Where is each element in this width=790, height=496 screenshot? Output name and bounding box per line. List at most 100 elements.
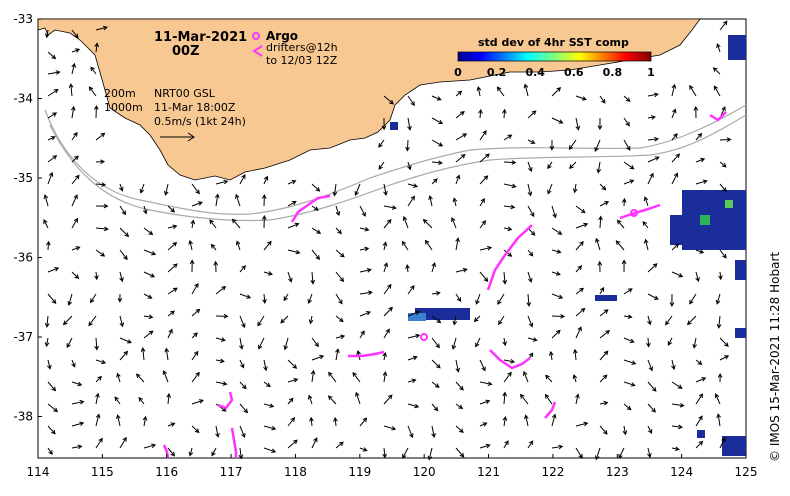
current-vector-arrow	[455, 111, 465, 119]
current-vector-arrow	[47, 89, 59, 97]
current-vector-arrow	[479, 399, 491, 405]
current-vector-arrow	[143, 314, 154, 320]
current-vector-arrow	[719, 355, 730, 361]
current-vector-arrow	[719, 161, 727, 168]
current-vector-arrow	[503, 160, 517, 165]
current-vector-arrow	[67, 293, 73, 307]
current-vector-arrow	[166, 392, 172, 405]
current-vector-arrow	[95, 375, 103, 383]
drifter-track	[486, 224, 533, 291]
current-vector-arrow	[551, 444, 564, 450]
current-vector-arrow	[215, 313, 229, 319]
current-vector-arrow	[119, 337, 132, 344]
current-vector-arrow	[335, 249, 345, 258]
current-vector-arrow	[623, 314, 633, 319]
x-tick-label: 114	[27, 465, 50, 479]
current-vector-arrow	[263, 447, 277, 453]
current-vector-arrow	[496, 86, 505, 97]
current-vector-arrow	[47, 51, 57, 60]
current-vector-arrow	[407, 355, 418, 361]
current-vector-arrow	[451, 217, 457, 229]
current-vector-arrow	[263, 175, 269, 185]
current-vector-arrow	[569, 161, 577, 169]
drifter-track	[162, 444, 170, 459]
current-vector-arrow	[692, 337, 698, 349]
current-vector-arrow	[88, 86, 97, 97]
current-vector-arrow	[594, 139, 601, 152]
current-vector-arrow	[190, 219, 196, 229]
current-vector-arrow	[327, 395, 337, 405]
current-vector-arrow	[452, 197, 458, 207]
current-vector-arrow	[167, 422, 176, 427]
current-vector-arrow	[95, 25, 108, 31]
y-tick-label: -34	[13, 92, 33, 106]
current-vector-arrow	[575, 447, 583, 459]
current-vector-arrow	[383, 394, 393, 405]
colorbar-tick-label: 1	[647, 66, 655, 79]
current-vector-arrow	[623, 403, 632, 411]
current-vector-arrow	[599, 425, 608, 435]
current-vector-arrow	[191, 183, 200, 195]
current-vector-arrow	[191, 350, 199, 361]
drifter-legend-icon	[252, 45, 263, 57]
current-vector-arrow	[527, 161, 533, 173]
map-title-date: 11-Mar-2021	[154, 30, 247, 45]
current-vector-arrow	[503, 183, 517, 189]
current-vector-arrow	[623, 117, 630, 127]
credit-label: © IMOS 15-Mar-2021 11:28 Hobart	[768, 251, 782, 462]
current-vector-arrow	[568, 139, 577, 151]
current-vector-arrow	[716, 43, 721, 53]
current-vector-arrow	[71, 246, 81, 251]
current-vector-arrow	[527, 315, 534, 328]
current-vector-arrow	[215, 337, 226, 342]
current-vector-arrow	[695, 393, 704, 405]
current-vector-arrow	[44, 337, 50, 348]
current-vector-arrow	[354, 183, 361, 197]
current-vector-arrow	[71, 155, 79, 163]
current-vector-arrow	[424, 239, 433, 251]
current-vector-arrow	[95, 182, 107, 187]
x-tick-label: 123	[606, 465, 629, 479]
colorbar-tick-label: 0	[454, 66, 462, 79]
current-vector-arrow	[544, 393, 553, 405]
current-vector-arrow	[551, 314, 566, 319]
current-vector-arrow	[359, 246, 370, 252]
current-vector-arrow	[215, 285, 227, 295]
current-vector-arrow	[615, 240, 625, 251]
current-vector-arrow	[162, 369, 169, 383]
current-vector-arrow	[551, 271, 561, 276]
current-vector-arrow	[527, 110, 537, 119]
current-vector-arrow	[717, 372, 723, 383]
current-vector-arrow	[716, 315, 722, 329]
current-vector-arrow	[621, 259, 627, 273]
current-vector-arrow	[239, 359, 245, 369]
current-vector-arrow	[215, 358, 225, 364]
y-tick-label: -36	[13, 251, 33, 265]
current-vector-arrow	[503, 371, 512, 383]
current-vector-arrow	[383, 306, 393, 317]
current-vector-arrow	[479, 220, 487, 229]
current-vector-arrow	[502, 108, 507, 119]
current-vector-arrow	[647, 403, 656, 413]
current-vector-arrow	[167, 205, 176, 213]
current-vector-arrow	[431, 178, 438, 185]
contour-1000m-label: 1000m	[104, 101, 143, 114]
current-vector-arrow	[695, 179, 708, 185]
current-vector-arrow	[71, 174, 80, 185]
current-vector-arrow	[262, 293, 267, 304]
x-tick-label: 125	[735, 465, 758, 479]
current-vector-arrow	[431, 425, 436, 439]
current-vector-arrow	[88, 315, 97, 327]
current-vector-arrow	[407, 333, 421, 339]
current-vector-arrow	[572, 348, 578, 361]
current-vector-arrow	[214, 193, 220, 207]
x-axis: 114 115 116 117 118 119 120 121 122 123 124 125	[27, 454, 758, 479]
current-vector-arrow	[142, 415, 148, 427]
current-vector-arrow	[551, 117, 564, 124]
current-vector-arrow	[695, 132, 703, 141]
current-vector-arrow	[71, 381, 83, 387]
colorbar-ticks: 0 0.2 0.4 0.6 0.8 1	[454, 66, 655, 79]
current-vector-arrow	[383, 205, 397, 210]
current-vector-arrow	[359, 268, 372, 273]
